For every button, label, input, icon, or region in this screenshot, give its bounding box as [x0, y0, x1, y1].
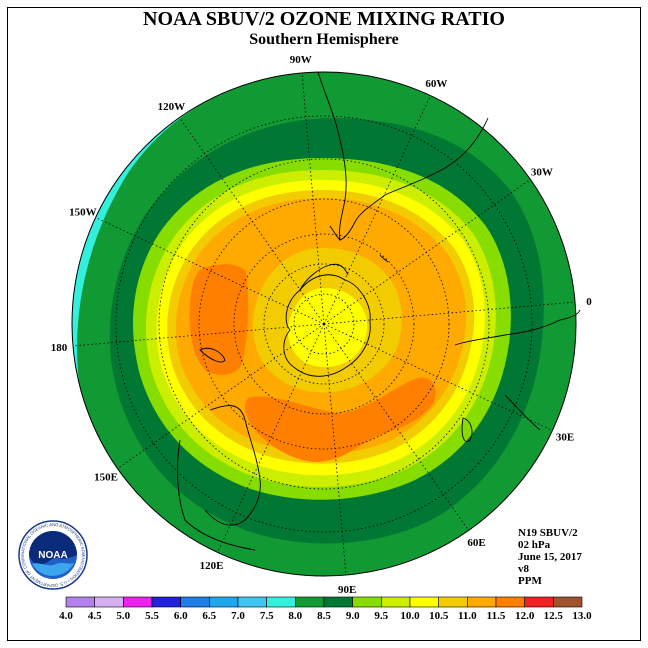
info-line-date: June 15, 2017 — [518, 551, 582, 563]
colorbar-cell — [409, 596, 439, 608]
longitude-label: 90W — [290, 54, 312, 66]
longitude-label: 30E — [556, 431, 574, 443]
colorbar-label: 6.5 — [202, 610, 216, 622]
ozone-max-west — [189, 264, 249, 375]
ozone-max-south — [244, 377, 436, 462]
colorbar-label: 10.5 — [429, 610, 449, 622]
info-block: N19 SBUV/2 02 hPa June 15, 2017 v8 PPM — [518, 527, 582, 587]
coast-new-zealand — [199, 347, 226, 363]
colorbar-label: 11.0 — [458, 610, 477, 622]
colorbar-label: 7.5 — [260, 610, 274, 622]
colorbar-label: 5.0 — [116, 610, 130, 622]
longitude-label: 150W — [69, 207, 97, 219]
colorbar-label: 4.0 — [59, 610, 73, 622]
longitude-label: 0 — [586, 296, 592, 308]
colorbar-label: 5.5 — [145, 610, 159, 622]
colorbar-cell — [209, 596, 239, 608]
longitude-label: 60E — [467, 537, 485, 549]
colorbar-cell — [237, 596, 267, 608]
map-subtitle: Southern Hemisphere — [249, 31, 399, 48]
colorbar-label: 8.0 — [288, 610, 302, 622]
longitude-label: 150E — [94, 472, 118, 484]
colorbar-label: 8.5 — [317, 610, 331, 622]
longitude-label: 120E — [200, 560, 224, 572]
coast-south-georgia — [379, 254, 389, 263]
coastlines — [177, 71, 581, 551]
colorbar-cell — [65, 596, 95, 608]
colorbar-cell — [151, 596, 181, 608]
longitude-label: 60W — [425, 78, 447, 90]
noaa-logo: NOAA NATIONAL OCEANIC AND ATMOSPHERIC AD… — [18, 520, 88, 590]
coast-south-america — [317, 71, 489, 242]
coast-africa — [454, 309, 581, 431]
info-line-version: v8 — [518, 563, 529, 575]
colorbar-label: 12.0 — [515, 610, 535, 622]
coast-australia — [177, 405, 261, 551]
colorbar-cell — [323, 596, 353, 608]
colorbar-cell — [180, 596, 210, 608]
colorbar-label: 9.5 — [374, 610, 388, 622]
colorbar-cell — [123, 596, 153, 608]
coast-madagascar — [461, 417, 473, 442]
longitude-label: 90E — [338, 584, 356, 596]
longitude-label: 120W — [158, 101, 186, 113]
colorbar-cell — [553, 596, 583, 608]
colorbar-label: 7.0 — [231, 610, 245, 622]
colorbar-cell — [524, 596, 554, 608]
colorbar-cell — [467, 596, 497, 608]
map-boundary — [71, 71, 577, 577]
longitude-label: 180 — [51, 342, 68, 354]
map-title: NOAA SBUV/2 OZONE MIXING RATIO — [143, 8, 505, 30]
longitude-labels: 90W 60W 30W 0 30E 60E 90E 120E 150E 180 150W 120W — [51, 54, 593, 596]
logo-text: NOAA — [38, 550, 67, 561]
colorbar-label: 6.0 — [174, 610, 188, 622]
plot-frame — [7, 7, 641, 641]
colorbar-cell — [266, 596, 296, 608]
longitude-label: 30W — [531, 166, 553, 178]
colorbar-cell — [495, 596, 525, 608]
colorbar-label: 4.5 — [88, 610, 102, 622]
colorbar-label: 9.0 — [346, 610, 360, 622]
colorbar-cell — [438, 596, 468, 608]
colorbar-label: 10.0 — [400, 610, 420, 622]
colorbar-label: 12.5 — [544, 610, 564, 622]
colorbar-cell — [381, 596, 411, 608]
colorbar-label: 11.5 — [487, 610, 506, 622]
graticule — [72, 72, 576, 576]
coast-antarctica — [283, 263, 371, 377]
colorbar-cell — [94, 596, 124, 608]
colorbar-cell — [295, 596, 325, 608]
info-line-pressure: 02 hPa — [518, 539, 551, 551]
info-line-satellite: N19 SBUV/2 — [518, 527, 578, 539]
colorbar-cell — [352, 596, 382, 608]
colorbar-label: 13.0 — [572, 610, 592, 622]
info-line-unit: PPM — [518, 575, 542, 587]
